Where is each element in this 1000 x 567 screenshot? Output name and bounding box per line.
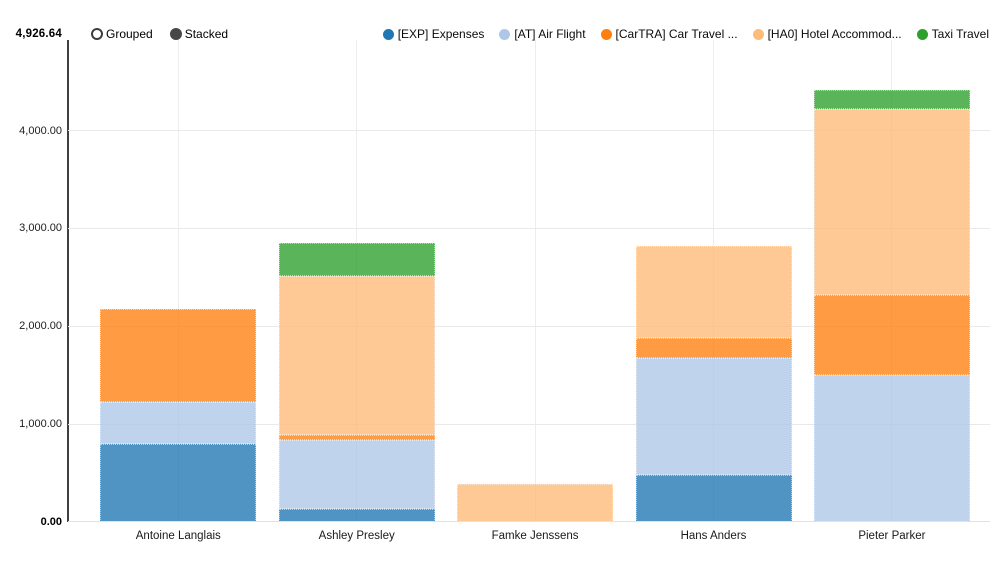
- horizontal-gridline: [68, 227, 990, 229]
- bar-segment[interactable]: [813, 374, 970, 522]
- legend-item-2[interactable]: [CarTRA] Car Travel ...: [600, 27, 738, 41]
- x-axis-category-label: Pieter Parker: [858, 530, 926, 542]
- horizontal-gridline: [68, 325, 990, 327]
- legend-item-4[interactable]: Taxi Travel: [916, 27, 989, 41]
- bar-segment[interactable]: [635, 245, 792, 339]
- legend-item-label: [EXP] Expenses: [397, 27, 485, 41]
- mode-option-label: Stacked: [184, 27, 229, 41]
- legend-color-dot: [499, 28, 511, 40]
- legend-item-label: [HA0] Hotel Accommod...: [767, 27, 902, 41]
- legend-color-dot: [600, 28, 612, 40]
- y-tick-label: 2,000.00: [19, 320, 62, 333]
- bar-segment[interactable]: [100, 309, 257, 402]
- horizontal-gridline: [68, 130, 990, 132]
- bar-segment[interactable]: [813, 109, 970, 296]
- bar-segment[interactable]: [635, 338, 792, 358]
- x-axis-category-label: Famke Jenssens: [491, 530, 579, 542]
- plot-area: [68, 40, 990, 522]
- y-tick-label: 0.00: [40, 516, 62, 528]
- bar-segment[interactable]: [813, 295, 970, 375]
- bar-segment[interactable]: [278, 435, 435, 441]
- vertical-gridline: [534, 40, 536, 522]
- bar-segment[interactable]: [457, 484, 614, 522]
- y-tick-label: 3,000.00: [19, 222, 62, 235]
- legend-item-label: [AT] Air Flight: [514, 27, 586, 41]
- mode-option-label: Grouped: [106, 27, 153, 41]
- bar-segment[interactable]: [278, 243, 435, 276]
- x-axis-category-label: Ashley Presley: [318, 530, 395, 542]
- chart-legend: [EXP] Expenses [AT] Air Flight [CarTRA] Ca…: [382, 27, 989, 41]
- y-axis-max-label: 4,926.64: [15, 28, 62, 40]
- bar-segment[interactable]: [100, 444, 257, 522]
- x-axis-category-label: Antoine Langlais: [135, 530, 221, 542]
- bar-segment[interactable]: [635, 475, 792, 522]
- x-axis-line: [68, 521, 990, 522]
- legend-color-dot: [752, 28, 764, 40]
- legend-item-0[interactable]: [EXP] Expenses: [382, 27, 485, 41]
- bar-segment[interactable]: [278, 440, 435, 510]
- legend-item-label: [CarTRA] Car Travel ...: [615, 27, 738, 41]
- bar-segment[interactable]: [813, 90, 970, 110]
- radio-selected-icon: [169, 28, 182, 40]
- bar-segment[interactable]: [100, 401, 257, 445]
- mode-option-stacked[interactable]: Stacked: [169, 27, 229, 41]
- legend-item-1[interactable]: [AT] Air Flight: [499, 27, 586, 41]
- legend-color-dot: [382, 28, 394, 40]
- vertical-gridline: [177, 40, 179, 522]
- y-tick-label: 1,000.00: [19, 418, 62, 431]
- y-tick-label: 4,000.00: [19, 124, 62, 137]
- horizontal-gridline: [68, 423, 990, 425]
- y-axis-line: [67, 40, 69, 522]
- legend-item-3[interactable]: [HA0] Hotel Accommod...: [752, 27, 902, 41]
- mode-option-grouped[interactable]: Grouped: [91, 27, 153, 41]
- bar-segment[interactable]: [278, 275, 435, 436]
- x-axis-category-label: Hans Anders: [680, 530, 747, 542]
- radio-unselected-icon: [91, 28, 103, 40]
- bar-segment[interactable]: [278, 509, 435, 522]
- legend-color-dot: [916, 28, 928, 40]
- chart-mode-controls: Grouped Stacked: [91, 27, 228, 41]
- bar-segment[interactable]: [635, 357, 792, 476]
- legend-item-label: Taxi Travel: [931, 27, 989, 41]
